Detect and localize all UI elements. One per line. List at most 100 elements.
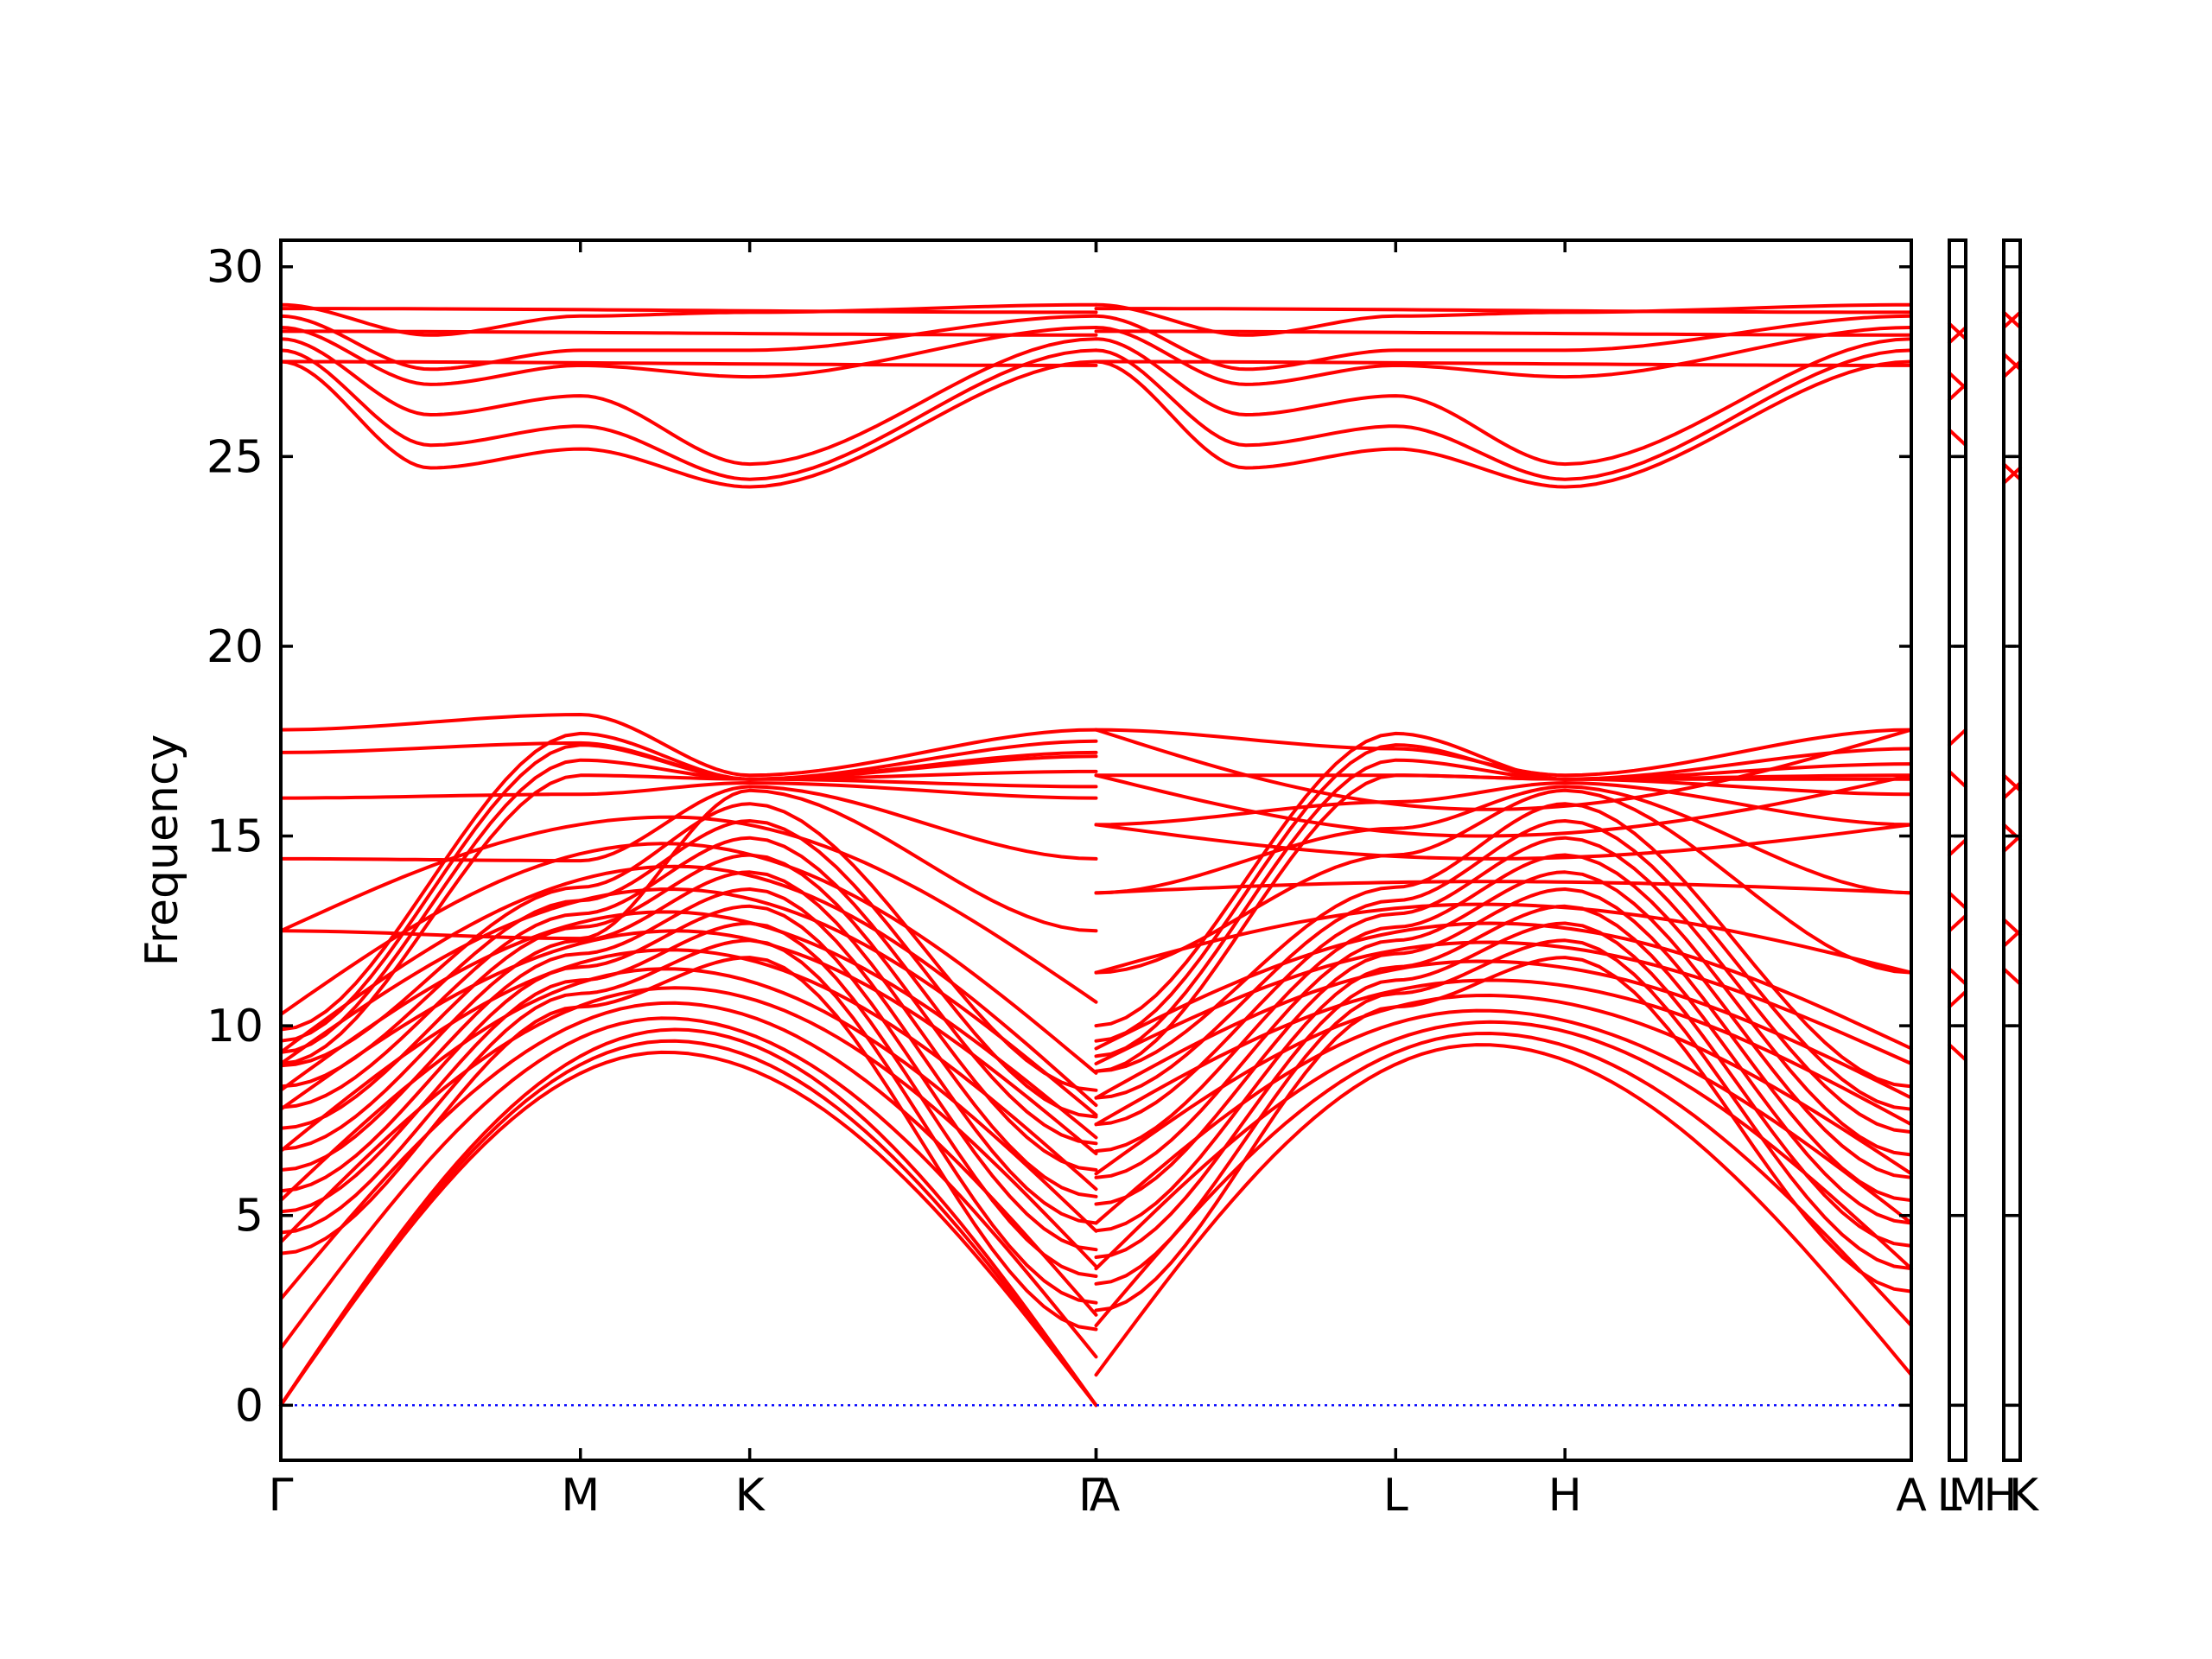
band-high-left-1 [279,348,1098,481]
band-low-right-0 [1094,1043,1913,1377]
band-mid-right-9 [1094,802,1913,1089]
band-mid-left-2 [279,921,1098,1278]
band-low-right-7 [1094,940,1913,1065]
band-high-left-0 [279,359,1098,489]
band-optical-gmk-0 [279,788,1098,941]
band-optical-alha-0 [1094,788,1913,975]
band-low-left-10 [279,887,1098,1117]
band-optical-alha-2 [1094,781,1913,827]
band-lm-5 [1948,837,1967,857]
band-mid-left-8 [279,819,1098,1119]
xtick-label-0: Γ [269,1470,294,1522]
band-mid-right-2 [1094,921,1913,1259]
band-low-left-1 [279,1039,1098,1408]
band-high-flat-right-0 [1094,359,1913,367]
band-optical-alha-1 [1094,785,1913,895]
band-low-left-3 [279,1016,1098,1359]
band-lm-8 [1948,428,1967,448]
band-lines-lm-panel [1948,321,1967,1407]
band-optical-gmk-2 [279,781,1098,800]
band-hk-6 [2002,773,2022,792]
ytick-label-15: 15 [207,811,264,863]
band-lm-12 [1948,321,1967,341]
band-hk-8 [2002,462,2022,481]
xtick-label-8: L [1937,1470,1962,1522]
band-hk-9 [2002,359,2022,379]
band-mid-right-3 [1094,904,1913,1233]
xtick-label-6: H [1548,1470,1582,1522]
band-hk-7 [2002,466,2022,486]
xtick-label-2: K [735,1470,766,1522]
axis-ticks [279,240,2020,1460]
band-low-right-3 [1094,1008,1913,1225]
band-high-right-2 [1094,337,1913,467]
band-hk-5 [2002,781,2022,800]
band-hk-10 [2002,352,2022,372]
band-high-left-4 [279,314,1098,372]
band-top-left-0 [279,773,1098,1065]
band-mid-left-5 [279,870,1098,1198]
band-mid-left-3 [279,904,1098,1252]
band-lines-main [279,302,1913,1408]
band-top-right-2 [1094,743,1913,1043]
band-high-flat-right-2 [1094,307,1913,315]
band-mid-right-1 [1094,938,1913,1286]
band-low-right-12 [1094,773,1913,838]
ytick-label-10: 10 [207,1001,264,1052]
band-high-right-4 [1094,314,1913,372]
band-optical-gmk-4 [279,713,1098,778]
band-lm-1 [1948,989,1967,1009]
band-mid-left-7 [279,836,1098,1146]
band-mid-left-9 [279,802,1098,1092]
band-mid-left-1 [279,938,1098,1305]
panel-frame-2 [2002,238,2022,1462]
band-low-left-13 [279,815,1098,1004]
y-axis-title: Frequency [137,734,188,967]
band-low-left-11 [279,864,1098,1108]
ytick-label-20: 20 [207,621,264,673]
band-low-right-5 [1094,978,1913,1127]
band-low-left-8 [279,929,1098,1156]
band-lines-hk-panel [2002,310,2022,1407]
xtick-label-11: K [2009,1470,2040,1522]
xtick-label-1: M [561,1470,600,1522]
band-high-flat-left-1 [279,329,1098,337]
band-top-right-1 [1094,758,1913,1058]
band-top-left-2 [279,743,1098,1043]
xtick-label-5: L [1383,1470,1408,1522]
band-low-right-10 [1094,880,1913,895]
band-lm-4 [1948,891,1967,910]
xtick-label-4: A [1090,1470,1121,1522]
band-lm-11 [1948,326,1967,345]
ytick-label-30: 30 [207,242,264,294]
band-mid-left-0 [279,956,1098,1332]
band-high-flat-left-2 [279,307,1098,315]
band-mid-right-4 [1094,887,1913,1206]
band-mid-right-5 [1094,870,1913,1179]
band-top-right-0 [1094,773,1913,1073]
band-low-right-2 [1094,1020,1913,1271]
ytick-label-5: 5 [235,1191,264,1243]
band-mid-right-6 [1094,853,1913,1157]
band-low-left-2 [279,1027,1098,1408]
xtick-label-7: A [1896,1470,1927,1522]
xtick-label-3: Γ [1078,1470,1103,1522]
band-top-right-3 [1094,731,1913,1028]
band-top-left-1 [279,758,1098,1054]
band-mid-right-7 [1094,836,1913,1135]
band-low-left-0 [279,1050,1098,1408]
panel-frame-1 [1948,238,1967,1462]
band-lm-3 [1948,913,1967,933]
band-high-left-2 [279,337,1098,467]
band-low-left-9 [279,910,1098,1140]
band-hk-12 [2002,310,2022,330]
band-top-left-3 [279,731,1098,1032]
band-mid-right-8 [1094,819,1913,1111]
band-lm-2 [1948,967,1967,986]
band-low-right-4 [1094,994,1913,1176]
band-lm-0 [1948,1043,1967,1062]
xtick-label-10: H [1983,1470,2017,1522]
band-hk-0 [2002,967,2022,986]
